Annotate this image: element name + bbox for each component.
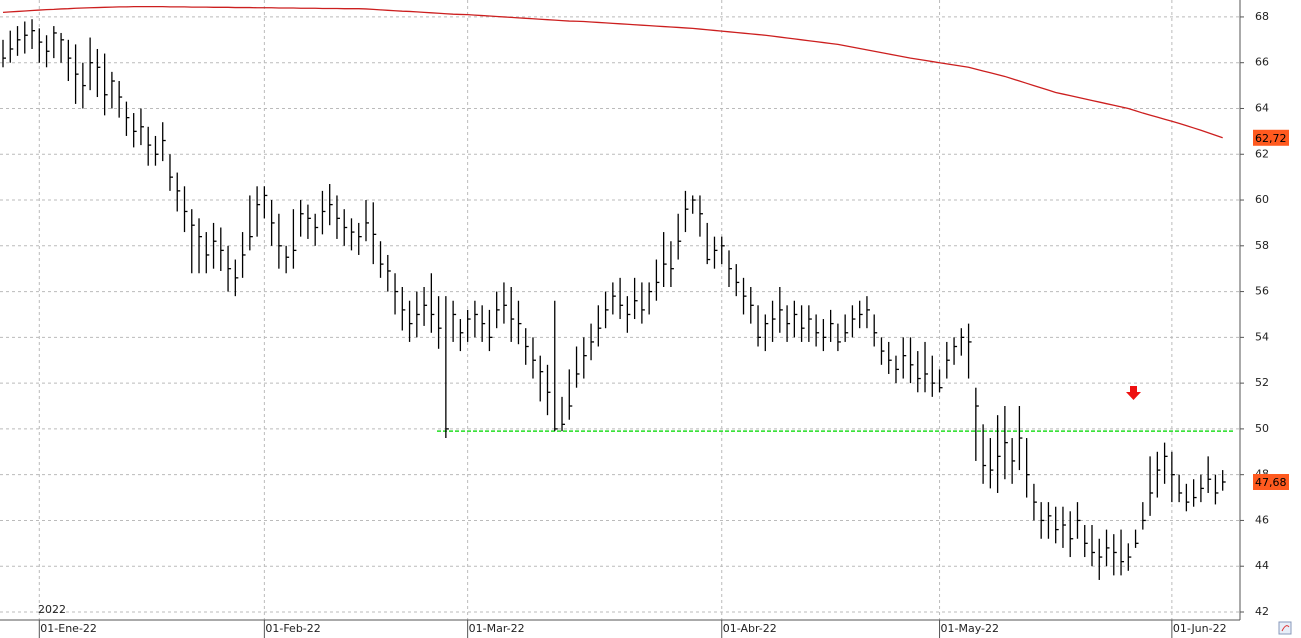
grid <box>0 0 1240 620</box>
last-value-box <box>1253 473 1289 490</box>
last-value-label: 62,72 <box>1255 132 1287 145</box>
y-tick-label: 44 <box>1255 559 1269 572</box>
x-tick-label: 01-Feb-22 <box>265 622 320 635</box>
x-tick-label: 01-Jun-22 <box>1173 622 1227 635</box>
last-value-label: 47,68 <box>1255 476 1287 489</box>
y-tick-label: 64 <box>1255 101 1269 114</box>
y-tick-label: 60 <box>1255 193 1269 206</box>
y-tick-label: 56 <box>1255 285 1269 298</box>
plot <box>2 5 1234 580</box>
x-tick-label: 01-Abr-22 <box>723 622 777 635</box>
y-tick-label: 58 <box>1255 239 1269 252</box>
y-tick-label: 68 <box>1255 10 1269 23</box>
x-tick-label: 01-Ene-22 <box>40 622 97 635</box>
y-tick-label: 62 <box>1255 147 1269 160</box>
y-tick-label: 54 <box>1255 330 1269 343</box>
last-value-box <box>1253 129 1289 146</box>
y-tick-label: 52 <box>1255 376 1269 389</box>
y-tick-label: 50 <box>1255 422 1269 435</box>
x-tick-label: 01-Mar-22 <box>469 622 525 635</box>
y-tick-label: 46 <box>1255 513 1269 526</box>
x-tick-label: 01-May-22 <box>941 622 999 635</box>
signal-arrow <box>1126 386 1141 400</box>
y-tick-label: 66 <box>1255 56 1269 69</box>
corner-icon <box>1278 621 1292 635</box>
year-label: 2022 <box>38 603 66 616</box>
moving-average <box>2 5 1223 139</box>
y-tick-label: 42 <box>1255 605 1269 618</box>
